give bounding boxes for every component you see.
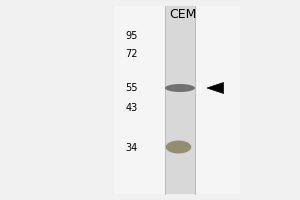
Text: 55: 55 [125,83,138,93]
Bar [165,6,195,194]
Ellipse shape [166,140,191,154]
Text: 34: 34 [126,143,138,153]
Ellipse shape [165,84,195,92]
Text: CEM: CEM [169,8,197,21]
Bar [114,6,240,194]
Text: 72: 72 [125,49,138,59]
Polygon shape [207,82,224,93]
Text: 43: 43 [126,103,138,113]
Text: 95: 95 [126,31,138,41]
